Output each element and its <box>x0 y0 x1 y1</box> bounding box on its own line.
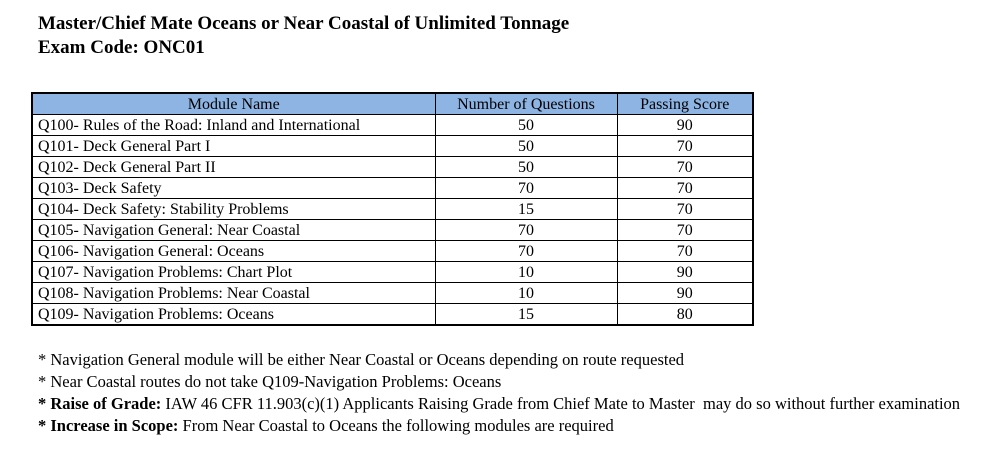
footnote: * Near Coastal routes do not take Q109-N… <box>38 371 996 393</box>
table-row: Q109- Navigation Problems: Oceans 15 80 <box>31 303 754 326</box>
module-name-cell: Q103- Deck Safety <box>31 177 436 199</box>
module-name-cell: Q107- Navigation Problems: Chart Plot <box>31 261 436 283</box>
footnote: * Raise of Grade: IAW 46 CFR 11.903(c)(1… <box>38 393 996 415</box>
footnote-bold-label: * Raise of Grade: <box>38 394 162 413</box>
footnote-text: * Navigation General module will be eith… <box>38 350 685 369</box>
questions-cell: 70 <box>434 177 618 199</box>
passing-score-cell: 80 <box>616 303 754 326</box>
questions-cell: 50 <box>434 156 618 178</box>
footnotes: * Navigation General module will be eith… <box>38 349 996 437</box>
table-row: Q108- Navigation Problems: Near Coastal … <box>31 282 754 304</box>
passing-score-cell: 90 <box>616 261 754 283</box>
table-row: Q103- Deck Safety 70 70 <box>31 177 754 199</box>
table-row: Q102- Deck General Part II 50 70 <box>31 156 754 178</box>
passing-score-cell: 70 <box>616 135 754 157</box>
passing-score-cell: 90 <box>616 114 754 136</box>
footnote: * Increase in Scope: From Near Coastal t… <box>38 415 996 437</box>
table-row: Q107- Navigation Problems: Chart Plot 10… <box>31 261 754 283</box>
table-body: Q100- Rules of the Road: Inland and Inte… <box>31 114 754 326</box>
passing-score-cell: 70 <box>616 219 754 241</box>
questions-cell: 70 <box>434 240 618 262</box>
table-row: Q106- Navigation General: Oceans 70 70 <box>31 240 754 262</box>
module-name-cell: Q100- Rules of the Road: Inland and Inte… <box>31 114 436 136</box>
questions-cell: 10 <box>434 261 618 283</box>
module-name-cell: Q104- Deck Safety: Stability Problems <box>31 198 436 220</box>
exam-code: Exam Code: ONC01 <box>38 37 205 58</box>
questions-cell: 50 <box>434 114 618 136</box>
passing-score-cell: 70 <box>616 156 754 178</box>
column-header-module-name: Module Name <box>31 92 436 115</box>
passing-score-cell: 70 <box>616 198 754 220</box>
exam-modules-table: Module Name Number of Questions Passing … <box>31 92 754 326</box>
questions-cell: 70 <box>434 219 618 241</box>
module-name-cell: Q109- Navigation Problems: Oceans <box>31 303 436 326</box>
table-row: Q105- Navigation General: Near Coastal 7… <box>31 219 754 241</box>
column-header-passing-score: Passing Score <box>616 92 754 115</box>
table-row: Q101- Deck General Part I 50 70 <box>31 135 754 157</box>
passing-score-cell: 70 <box>616 177 754 199</box>
questions-cell: 10 <box>434 282 618 304</box>
footnote-bold-label: * Increase in Scope: <box>38 416 179 435</box>
footnote: * Navigation General module will be eith… <box>38 349 996 371</box>
passing-score-cell: 90 <box>616 282 754 304</box>
module-name-cell: Q101- Deck General Part I <box>31 135 436 157</box>
footnote-text: * Near Coastal routes do not take Q109-N… <box>38 372 502 391</box>
passing-score-cell: 70 <box>616 240 754 262</box>
footnote-text: From Near Coastal to Oceans the followin… <box>178 416 614 435</box>
module-name-cell: Q108- Navigation Problems: Near Coastal <box>31 282 436 304</box>
questions-cell: 50 <box>434 135 618 157</box>
table-header-row: Module Name Number of Questions Passing … <box>31 92 754 115</box>
module-name-cell: Q105- Navigation General: Near Coastal <box>31 219 436 241</box>
table-row: Q100- Rules of the Road: Inland and Inte… <box>31 114 754 136</box>
document-header: Master/Chief Mate Oceans or Near Coastal… <box>38 12 569 60</box>
column-header-number-of-questions: Number of Questions <box>434 92 618 115</box>
module-name-cell: Q106- Navigation General: Oceans <box>31 240 436 262</box>
page-title: Master/Chief Mate Oceans or Near Coastal… <box>38 13 570 34</box>
questions-cell: 15 <box>434 198 618 220</box>
questions-cell: 15 <box>434 303 618 326</box>
table-row: Q104- Deck Safety: Stability Problems 15… <box>31 198 754 220</box>
footnote-text: IAW 46 CFR 11.903(c)(1) Applicants Raisi… <box>161 394 961 413</box>
module-name-cell: Q102- Deck General Part II <box>31 156 436 178</box>
